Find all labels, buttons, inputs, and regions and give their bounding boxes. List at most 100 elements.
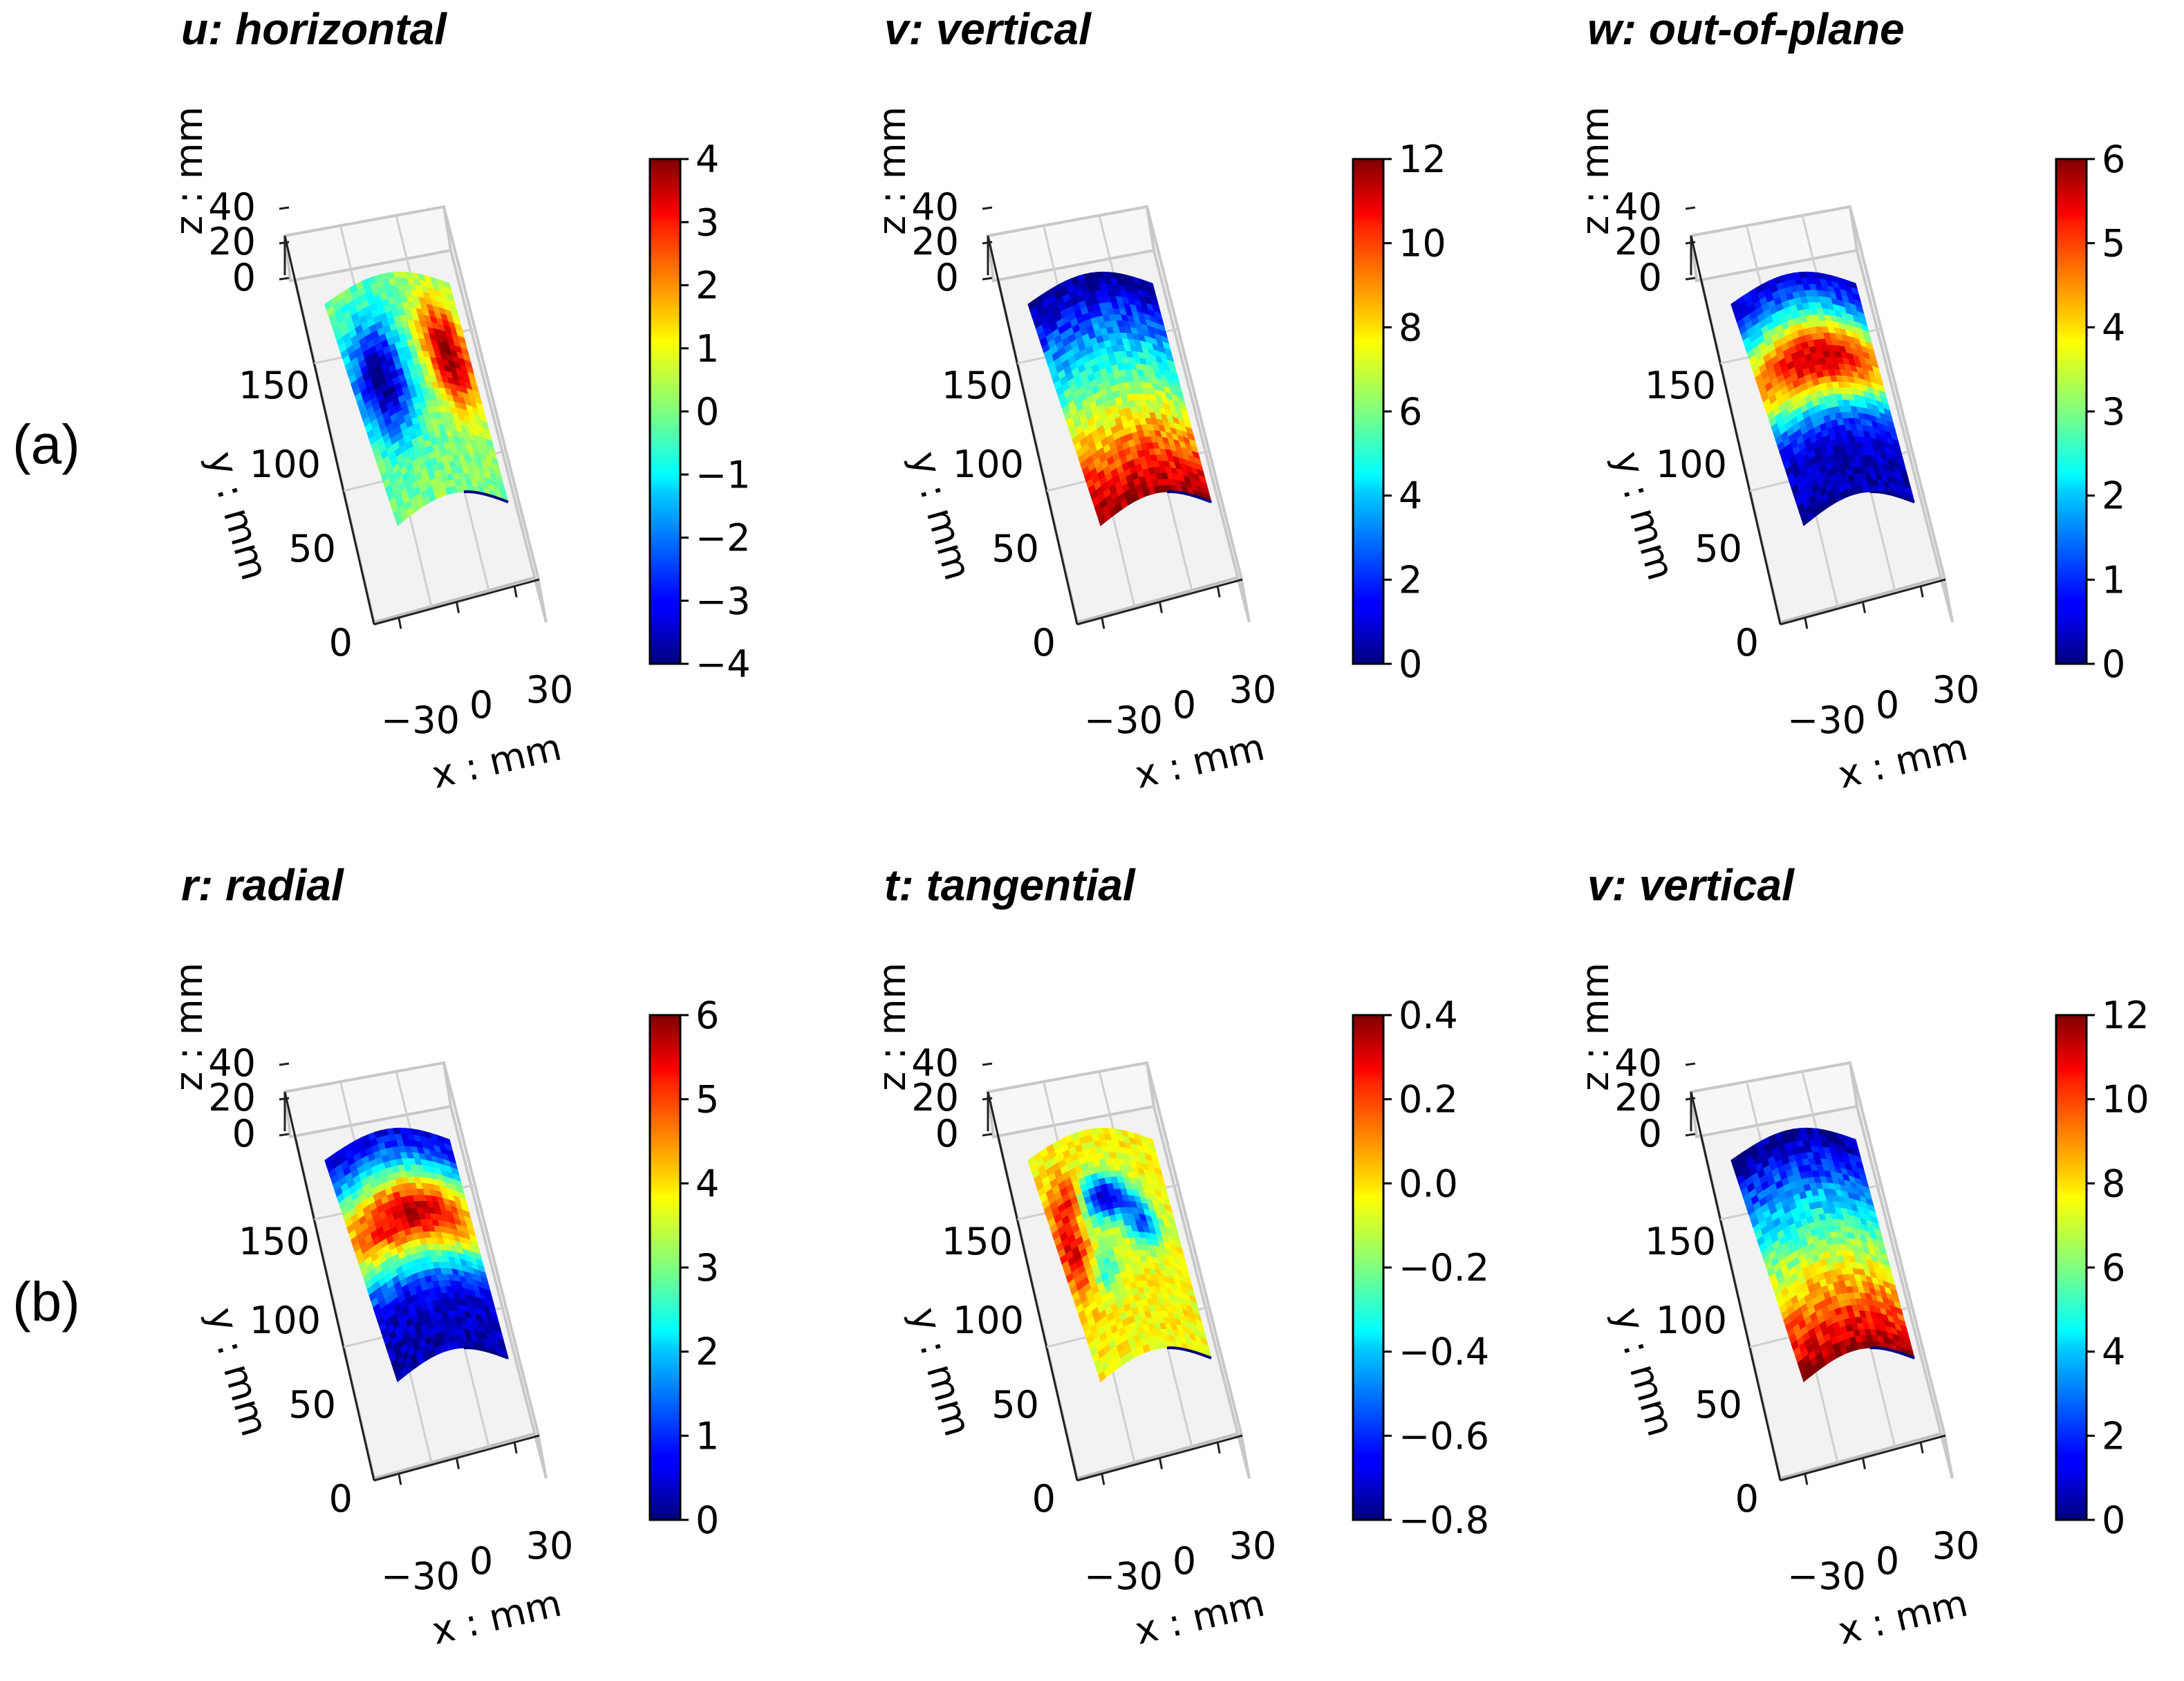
panel-2-pane-back	[986, 205, 1156, 283]
panel-5-y-tick-1: 50	[991, 1383, 1039, 1427]
panel-2-x-tick-2: 30	[1229, 668, 1277, 712]
panel-3-x-tickmark-2	[1919, 586, 1924, 598]
panel-3-colorbar-tick-1: 1	[2102, 558, 2125, 602]
panel-1-colorbar	[648, 158, 682, 665]
panel-2-y-tick-3: 150	[942, 364, 1013, 407]
panel-5-x-tick-2: 30	[1229, 1524, 1277, 1568]
panel-1-colorbar-tick-2: −2	[696, 517, 751, 560]
panel-6-colorbar-tick-6: 12	[2102, 994, 2149, 1037]
panel-2-y-axis-line	[987, 235, 1079, 625]
panel-3-y-tick-1: 50	[1695, 527, 1742, 570]
panel-3-z-tickmark-2	[1685, 206, 1696, 210]
panel-6-x-tick-2: 30	[1932, 1524, 1980, 1568]
panel-1-title: u: horizontal	[181, 4, 447, 54]
panel-4-colorbar-tick-2: 2	[696, 1330, 719, 1374]
panel-5-colorbar-tick-4: 0.0	[1399, 1162, 1458, 1205]
panel-1-y-tick-3: 150	[239, 364, 310, 407]
panel-6-colorbar-tick-2: 4	[2102, 1330, 2125, 1374]
panel-3-x-tick-0: −30	[1787, 698, 1866, 742]
panel-3-title: w: out-of-plane	[1587, 4, 1905, 54]
panel-1-x-tick-0: −30	[381, 698, 460, 742]
panel-3-y-tick-0: 0	[1735, 621, 1759, 665]
panel-5-z-tickmark-0	[982, 1133, 993, 1137]
panel-1-colorbar-tick-1: −3	[696, 579, 751, 623]
panel-1-z-tickmark-1	[279, 241, 290, 245]
panel-5-x-tickmark-0	[1101, 1473, 1105, 1485]
panel-2-y-tick-0: 0	[1032, 621, 1056, 665]
panel-2-z-tickmark-1	[982, 241, 993, 245]
panel-3-z-tick-2: 40	[1614, 185, 1662, 229]
panel-4-y-tick-1: 50	[288, 1383, 336, 1427]
panel-2-colorbar-tick-2: 4	[1399, 474, 1422, 518]
panel-2-x-tickmark-0	[1101, 617, 1105, 629]
panel-6-z-label: z : mm	[1574, 963, 1617, 1091]
panel-1-x-tick-2: 30	[526, 668, 574, 712]
panel-6-title: v: vertical	[1587, 860, 1795, 910]
panel-4-x-tick-0: −30	[381, 1554, 460, 1598]
panel-3-z-label: z : mm	[1574, 106, 1617, 235]
panel-6-x-tickmark-0	[1804, 1473, 1809, 1485]
panel-5-y-tick-2: 100	[953, 1299, 1024, 1342]
panel-6-z-tick-2: 40	[1614, 1041, 1662, 1085]
panel-5-colorbar-tick-3: −0.2	[1399, 1246, 1489, 1290]
panel-5-z-tickmark-1	[982, 1097, 993, 1101]
panel-5-title: t: tangential	[884, 860, 1136, 910]
panel-6-colorbar-tick-0: 0	[2102, 1498, 2125, 1542]
panel-1-colorbar-tick-7: 3	[696, 201, 719, 244]
panel-2-y-tick-2: 100	[953, 443, 1024, 486]
panel-5-y-tick-3: 150	[942, 1220, 1013, 1263]
panel-1-z-tickmark-2	[279, 206, 290, 210]
panel-4-colorbar-tick-4: 4	[696, 1162, 719, 1205]
panel-1-z-tick-0: 0	[232, 256, 256, 299]
panel-5-z-tick-2: 40	[911, 1041, 959, 1085]
panel-5-x-tickmark-2	[1216, 1442, 1221, 1454]
panel-4-z-tickmark-0	[279, 1133, 290, 1137]
panel-4-z-tickmark-2	[279, 1062, 290, 1066]
panel-6-x-tick-1: 0	[1876, 1539, 1899, 1583]
panel-1-x-tickmark-2	[513, 586, 518, 598]
panel-3-colorbar-tick-4: 4	[2102, 306, 2125, 349]
panel-2-y-tick-1: 50	[991, 527, 1039, 570]
panel-5-x-tick-1: 0	[1173, 1539, 1196, 1583]
panel-1-colorbar-tick-3: −1	[696, 453, 751, 496]
panel-3-y-tick-3: 150	[1645, 364, 1716, 407]
panel-5-x-tick-0: −30	[1084, 1554, 1163, 1598]
panel-1-x-tickmark-1	[456, 602, 460, 613]
panel-1-pane-back	[283, 205, 453, 283]
panel-1-colorbar-tick-0: −4	[696, 642, 751, 686]
panel-2-z-label: z : mm	[870, 106, 914, 235]
panel-3-z-tickmark-1	[1685, 241, 1696, 245]
panel-6-colorbar-tick-1: 2	[2102, 1414, 2125, 1458]
panel-4-z-label: z : mm	[167, 963, 211, 1091]
row-label-b: (b)	[12, 1271, 80, 1332]
panel-1-colorbar-tick-6: 2	[696, 264, 719, 308]
panel-4-x-tick-2: 30	[526, 1524, 574, 1568]
panel-3-z-tickmark-0	[1685, 277, 1696, 281]
panel-5-colorbar-tick-0: −0.8	[1399, 1498, 1489, 1542]
panel-4-z-tickmark-1	[279, 1097, 290, 1101]
panel-4-z-tick-2: 40	[208, 1041, 256, 1085]
panel-4-colorbar-tick-0: 0	[696, 1498, 719, 1542]
panel-6-y-tick-1: 50	[1695, 1383, 1742, 1427]
panel-2-colorbar-tick-6: 12	[1399, 138, 1446, 181]
panel-2-z-tickmark-2	[982, 206, 993, 210]
panel-5-z-label: z : mm	[870, 963, 914, 1091]
panel-2-z-tick-2: 40	[911, 185, 959, 229]
panel-3-colorbar-tick-3: 3	[2102, 390, 2125, 434]
panel-1-y-tick-0: 0	[329, 621, 353, 665]
panel-4-colorbar-tick-6: 6	[696, 994, 719, 1037]
panel-4-colorbar-tick-3: 3	[696, 1246, 719, 1290]
panel-2-surface	[1027, 271, 1212, 527]
panel-1-z-label: z : mm	[167, 106, 211, 235]
panel-2-title: v: vertical	[884, 4, 1092, 54]
panel-6-colorbar	[2055, 1014, 2088, 1521]
panel-1-colorbar-tick-8: 4	[696, 138, 719, 181]
panel-5-x-tickmark-1	[1159, 1458, 1163, 1469]
panel-3-colorbar-tick-6: 6	[2102, 138, 2125, 181]
panel-2-colorbar-tick-1: 2	[1399, 558, 1422, 602]
panel-2-colorbar-tick-0: 0	[1399, 642, 1422, 686]
